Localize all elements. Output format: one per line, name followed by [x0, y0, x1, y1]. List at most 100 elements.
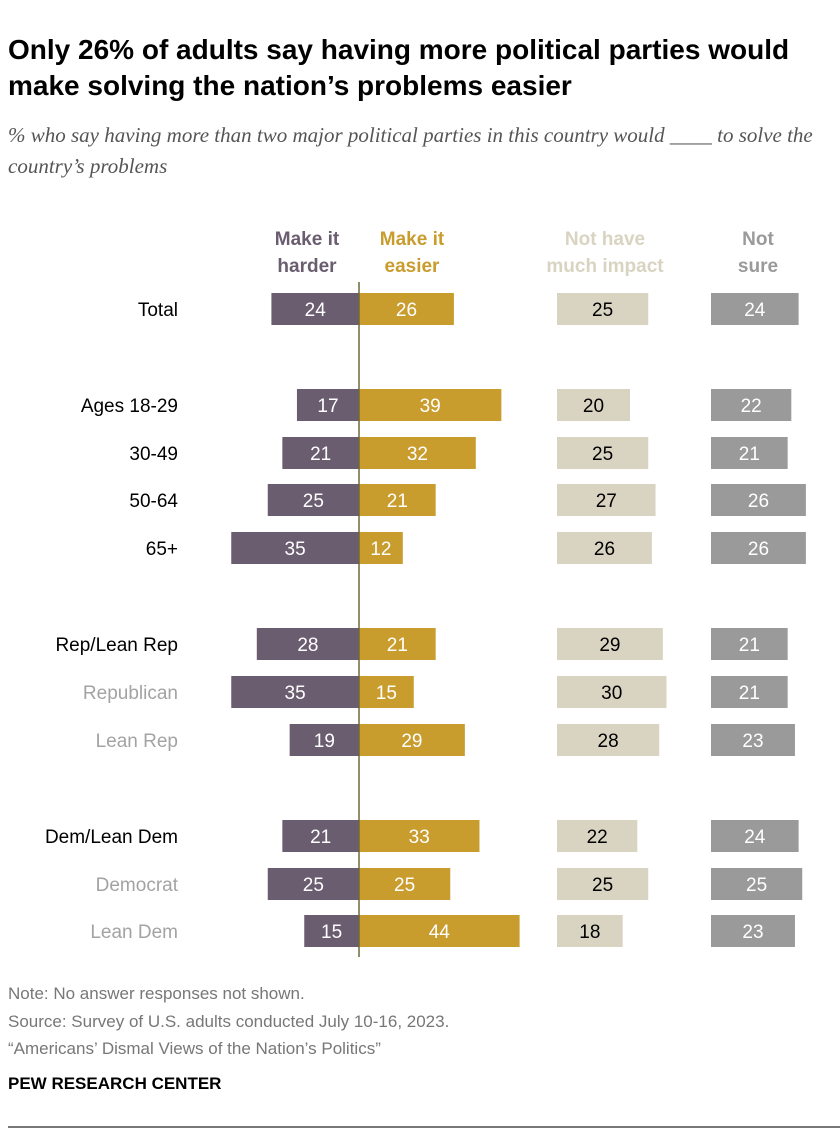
- note: Note: No answer responses not shown.: [8, 984, 305, 1003]
- bar: [557, 820, 638, 852]
- bar: [557, 437, 649, 469]
- data-label: 25: [746, 875, 767, 896]
- data-label: 18: [579, 922, 600, 943]
- data-label: 39: [420, 396, 441, 417]
- data-label: 24: [744, 300, 766, 321]
- bar: [557, 484, 656, 516]
- category-label: 50-64: [129, 491, 178, 512]
- data-label: 21: [739, 444, 760, 465]
- category-label: 65+: [146, 539, 178, 560]
- category-label: Lean Rep: [96, 731, 178, 752]
- data-label: 25: [592, 444, 613, 465]
- bar: [711, 532, 806, 564]
- bar: [231, 532, 359, 564]
- bar: [711, 484, 806, 516]
- data-label: 25: [394, 875, 415, 896]
- bar: [557, 628, 663, 660]
- bar: [271, 293, 359, 325]
- bar: [557, 676, 667, 708]
- bar: [557, 724, 660, 756]
- data-label: 29: [401, 731, 422, 752]
- data-label: 21: [387, 491, 408, 512]
- brand-logo: PEW RESEARCH CENTER: [8, 1074, 222, 1093]
- bar: [359, 389, 502, 421]
- bar: [267, 484, 359, 516]
- data-label: 28: [598, 731, 619, 752]
- bar: [231, 676, 359, 708]
- bar: [359, 437, 476, 469]
- data-label: 35: [285, 683, 306, 704]
- bar: [304, 915, 359, 947]
- data-label: 26: [594, 539, 615, 560]
- bar: [359, 484, 436, 516]
- data-label: 24: [744, 827, 766, 848]
- bar: [289, 724, 359, 756]
- bar: [282, 437, 359, 469]
- category-label: Democrat: [96, 875, 179, 896]
- data-label: 33: [409, 827, 430, 848]
- bottom-rule: [8, 1126, 840, 1128]
- data-label: 25: [303, 875, 324, 896]
- data-label: 27: [596, 491, 617, 512]
- bar: [557, 532, 652, 564]
- data-label: 22: [741, 396, 762, 417]
- data-label: 29: [599, 635, 620, 656]
- data-label: 28: [297, 635, 318, 656]
- bar: [711, 915, 795, 947]
- bar: [296, 389, 359, 421]
- bar: [557, 389, 630, 421]
- data-label: 44: [429, 922, 451, 943]
- data-label: 25: [592, 300, 613, 321]
- chart-subtitle: % who say having more than two major pol…: [8, 123, 813, 178]
- category-label: Rep/Lean Rep: [55, 635, 178, 656]
- category-label: Dem/Lean Dem: [45, 827, 178, 848]
- bar: [711, 724, 795, 756]
- bar: [267, 868, 359, 900]
- bar: [359, 532, 403, 564]
- data-label: 15: [376, 683, 397, 704]
- data-label: 21: [387, 635, 408, 656]
- bar: [711, 676, 788, 708]
- data-label: 32: [407, 444, 428, 465]
- bar: [711, 389, 792, 421]
- legend-label: harder: [277, 256, 337, 277]
- data-label: 22: [587, 827, 608, 848]
- data-label: 35: [285, 539, 306, 560]
- legend-label: Not: [742, 229, 774, 250]
- bar: [711, 628, 788, 660]
- bar: [711, 437, 788, 469]
- bar: [711, 293, 799, 325]
- legend-label: sure: [738, 256, 778, 277]
- legend-label: much impact: [546, 256, 664, 277]
- bar: [557, 915, 623, 947]
- data-label: 21: [739, 683, 760, 704]
- category-label: Lean Dem: [90, 922, 178, 943]
- data-label: 20: [583, 396, 604, 417]
- bar: [282, 820, 359, 852]
- data-label: 23: [742, 922, 763, 943]
- data-label: 26: [748, 491, 769, 512]
- data-label: 26: [396, 300, 417, 321]
- source: Source: Survey of U.S. adults conducted …: [8, 1012, 450, 1031]
- data-label: 25: [303, 491, 324, 512]
- data-label: 17: [317, 396, 338, 417]
- bar: [711, 868, 803, 900]
- legend-label: easier: [385, 256, 441, 277]
- data-label: 15: [321, 922, 342, 943]
- data-label: 12: [370, 539, 391, 560]
- data-label: 21: [310, 827, 331, 848]
- category-label: Total: [138, 300, 178, 321]
- bar: [359, 628, 436, 660]
- data-label: 21: [310, 444, 331, 465]
- category-label: 30-49: [129, 444, 178, 465]
- bar: [711, 820, 799, 852]
- bar: [557, 293, 649, 325]
- data-label: 19: [314, 731, 335, 752]
- data-label: 21: [739, 635, 760, 656]
- report-title: “Americans’ Dismal Views of the Nation’s…: [8, 1039, 381, 1058]
- category-label: Ages 18-29: [81, 396, 178, 417]
- category-label: Republican: [83, 683, 178, 704]
- data-label: 23: [742, 731, 763, 752]
- legend-label: Make it: [380, 229, 445, 250]
